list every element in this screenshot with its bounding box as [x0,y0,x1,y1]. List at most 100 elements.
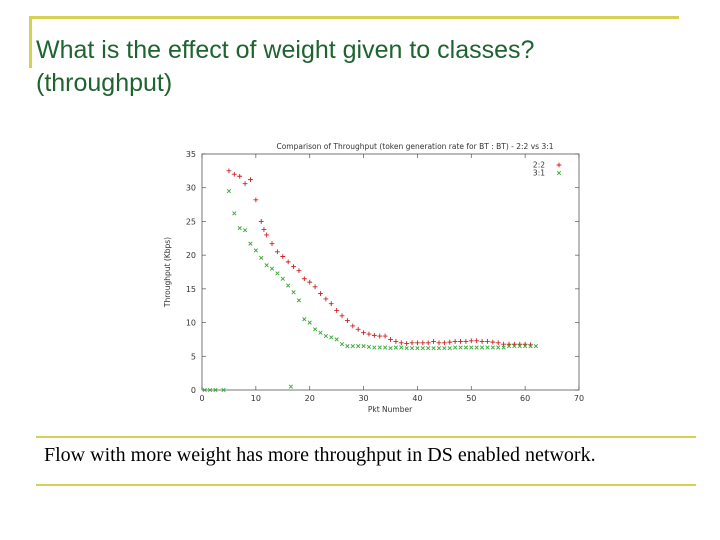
point-series-1 [501,341,506,347]
point-series-2 [372,345,377,350]
point-series-2 [528,344,533,349]
point-series-1 [382,333,388,339]
point-series-2 [334,337,339,342]
point-series-2 [415,346,420,351]
x-tick-label: 50 [466,394,476,403]
point-series-1 [436,340,442,346]
x-tick-label: 70 [574,394,584,403]
title-accent-rule [29,16,679,19]
point-series-2 [506,344,512,349]
point-series-2 [393,345,399,350]
point-series-2 [409,346,415,351]
point-series-1 [355,326,361,332]
point-series-1 [296,268,302,274]
point-series-2 [382,345,388,350]
legend-marker-series-1 [556,162,562,168]
point-series-1 [242,181,248,187]
point-series-2 [280,276,285,281]
point-series-2 [288,384,293,389]
x-axis-label: Pkt Number [368,405,413,414]
point-series-1 [415,340,420,346]
point-series-2 [232,211,237,216]
point-series-1 [463,339,469,344]
point-series-2 [264,263,269,268]
point-series-1 [366,331,372,337]
point-series-2 [431,346,436,351]
point-series-2 [453,345,458,350]
slide-title-line-2: (throughput) [36,69,173,97]
point-series-2 [202,387,207,393]
point-series-1 [231,171,237,177]
x-tick-label: 40 [412,394,422,403]
point-series-1 [269,241,275,247]
point-series-2 [533,344,539,349]
point-series-2 [253,248,258,253]
point-series-1 [345,318,350,323]
y-tick-label: 5 [191,352,196,361]
point-series-1 [425,340,431,346]
point-series-1 [474,338,480,344]
y-axis: 0 5 10 15 20 25 30 35 [186,150,579,395]
point-series-1 [334,308,340,313]
x-tick-label: 0 [199,394,204,403]
point-series-2 [399,345,404,350]
point-series-1 [312,284,318,290]
point-series-2 [366,344,372,349]
point-series-1 [447,339,453,345]
y-tick-label: 25 [186,217,196,226]
y-axis-label: Throughput (Kbps) [163,237,172,308]
point-series-2 [436,346,442,351]
point-series-2 [237,226,242,231]
point-series-2 [275,271,280,276]
y-tick-label: 15 [186,285,196,294]
point-series-2 [323,333,328,339]
point-series-1 [468,338,474,344]
slide-caption: Flow with more weight has more throughpu… [44,444,596,466]
caption-rule-bottom [36,484,696,486]
point-series-2 [442,346,447,351]
point-series-2 [307,320,312,325]
title-accent-vertical [29,16,32,68]
point-series-2 [345,344,350,349]
point-series-1 [318,291,323,296]
point-series-1 [261,227,267,232]
slide-title-line-1: What is the effect of weight given to cl… [36,36,535,64]
point-series-1 [339,313,345,319]
x-tick-label: 30 [358,394,368,403]
legend: 2:23:1 [533,161,562,178]
point-series-1 [409,340,415,346]
x-tick-label: 10 [251,394,261,403]
point-series-1 [452,339,458,344]
point-series-2 [226,188,232,194]
point-series-2 [426,346,431,351]
point-series-1 [479,339,485,344]
point-series-2 [420,346,425,351]
point-series-2 [474,345,479,350]
point-series-2 [213,387,218,393]
point-series-2 [318,330,323,335]
point-series-1 [264,232,270,238]
point-series-2 [485,345,490,350]
point-series-2 [248,241,253,246]
point-series-1 [253,197,259,203]
point-series-1 [323,296,329,302]
y-tick-label: 10 [186,319,196,328]
point-series-1 [291,264,296,270]
point-series-2 [517,344,522,349]
point-series-2 [350,344,355,349]
point-series-1 [248,177,253,183]
point-series-2 [259,255,264,260]
legend-label-series-2: 3:1 [533,169,545,178]
point-series-2 [242,228,248,233]
point-series-1 [398,340,404,346]
point-series-2 [501,345,506,350]
point-series-2 [221,387,226,393]
point-series-2 [469,345,474,350]
caption-rule-top [36,436,696,438]
plot-frame [201,153,580,391]
point-series-1 [258,219,264,224]
point-series-2 [269,266,275,271]
point-series-1 [485,339,490,344]
point-series-2 [312,327,318,332]
point-series-2 [490,345,495,350]
